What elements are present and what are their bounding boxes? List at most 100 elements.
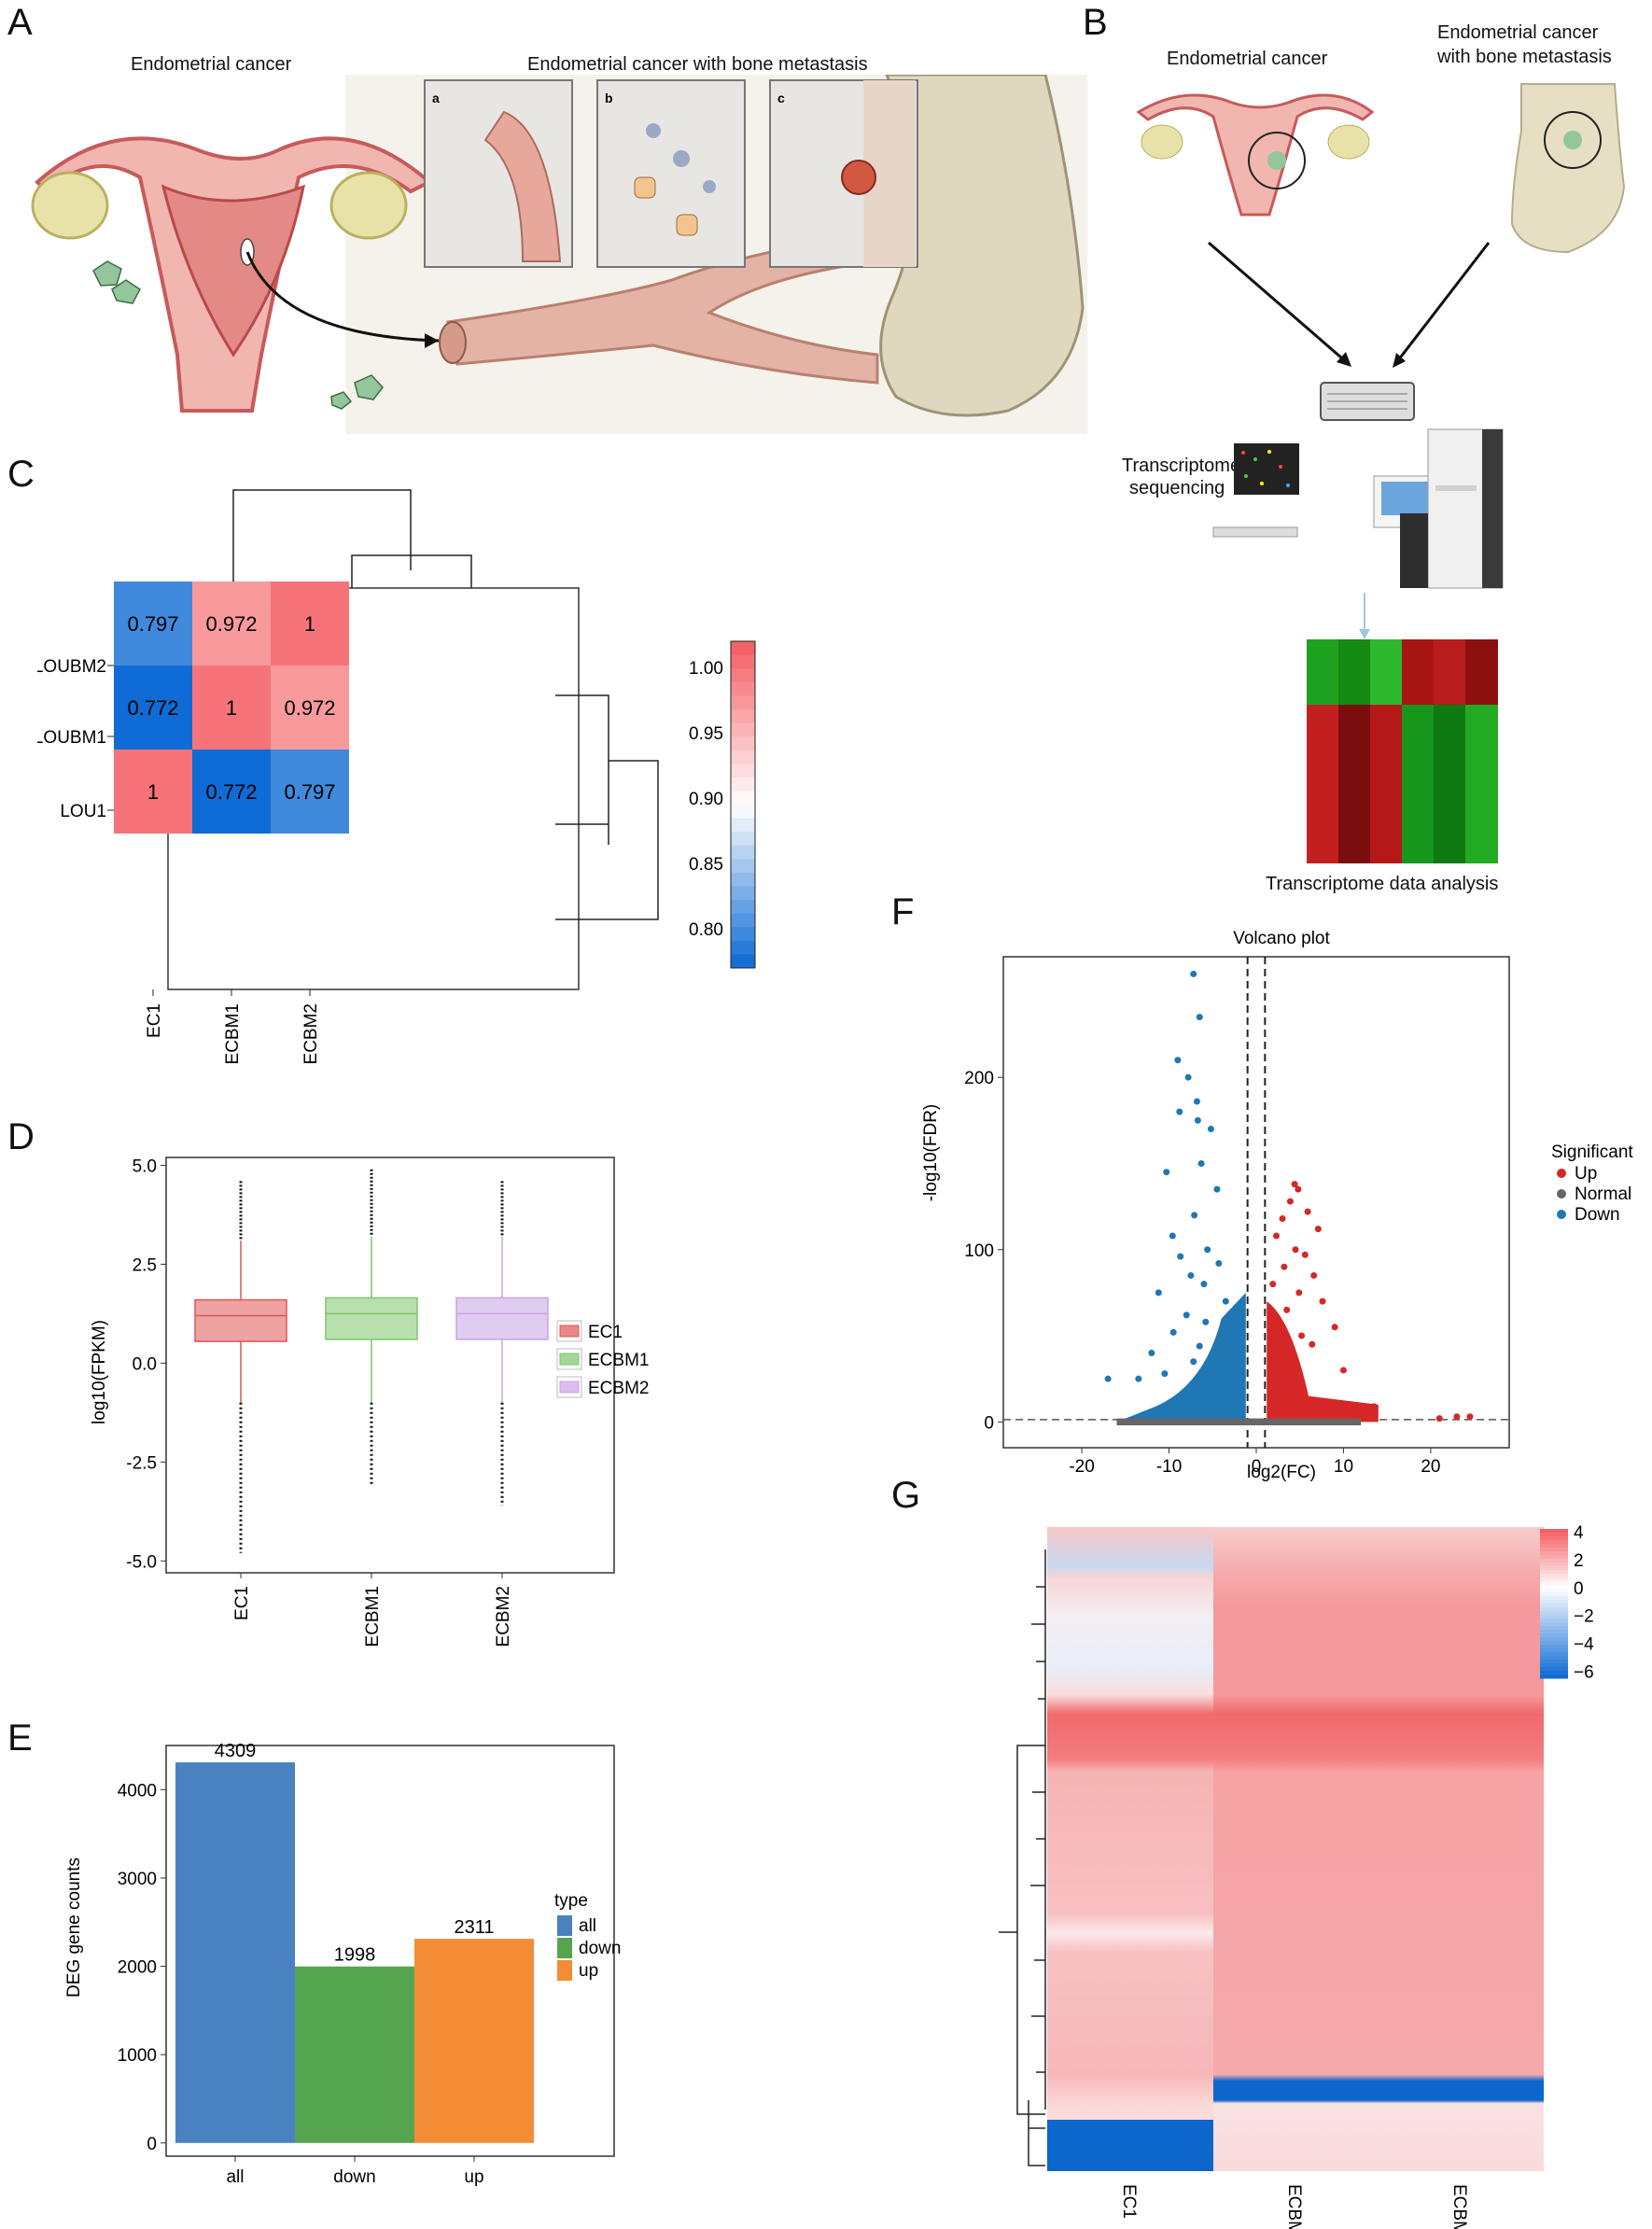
bone-small-icon: [1510, 83, 1626, 254]
x-tick-label: EC1: [232, 1586, 252, 1620]
colorbar-segment: [1540, 1637, 1568, 1642]
panel-letter-f: F: [891, 891, 915, 932]
colorbar-segment: [731, 913, 755, 928]
colorbar-segment: [1540, 1551, 1568, 1556]
x-tick-label: ECBM2: [494, 1586, 513, 1647]
colorbar-segment: [731, 654, 755, 669]
heatmap-col-label: ECBM2: [1449, 2184, 1469, 2229]
up-point: [1292, 1246, 1299, 1254]
panel-b-workflow: [1136, 83, 1626, 863]
heatmap-cell: [271, 750, 349, 834]
down-point: [1176, 1108, 1183, 1115]
colorbar-segment: [1540, 1622, 1568, 1627]
legend-label: Down: [1575, 1205, 1620, 1225]
up-point: [1269, 1281, 1277, 1288]
heatmap-column-ec1: [1047, 1527, 1213, 2171]
up-point: [1281, 1263, 1288, 1270]
panel-e-chart: DEG gene counts 4000 3000 2000 1000 0 4309 al…: [64, 1741, 621, 2187]
heatmap-cell: [192, 666, 271, 750]
colorbar-segment: [1540, 1574, 1568, 1578]
colorbar-tick-label: 0: [1574, 1579, 1584, 1599]
colorbar-segment: [1540, 1544, 1568, 1549]
y-tick-label: 0: [984, 1413, 994, 1433]
panel-b-label-ecbm-1: Endometrial cancer: [1437, 22, 1599, 43]
colorbar-segment: [731, 668, 755, 683]
legend-swatch: [559, 1353, 580, 1366]
y-tick-label: -5.0: [126, 1552, 157, 1572]
heatmap-col-label: ECBM2: [301, 1003, 321, 1064]
panel-b-label-analysis: Transcriptome data analysis: [1266, 874, 1499, 894]
colorbar-tick-label: 0.95: [689, 724, 723, 744]
up-point: [1370, 1403, 1378, 1410]
arrow-ecbm-to-seq: [1393, 242, 1491, 365]
colorbar-segment: [1540, 1592, 1568, 1597]
up-point: [1435, 1415, 1443, 1423]
up-point: [1291, 1181, 1298, 1188]
colorbar-segment: [1540, 1667, 1568, 1672]
colorbar-segment: [1540, 1533, 1568, 1537]
panel-b-label-ecbm-2: with bone metastasis: [1437, 47, 1612, 67]
colorbar-segment: [1540, 1559, 1568, 1563]
y-tick-label: 2.5: [133, 1255, 157, 1275]
colorbar-segment: [1540, 1652, 1568, 1657]
panel-a-label-ecbm: Endometrial cancer with bone metastasis: [527, 54, 868, 75]
x-tick-label: 0: [1252, 1457, 1262, 1477]
sequencer-icon: [1373, 428, 1504, 589]
colorbar-segment: [1540, 1600, 1568, 1605]
down-point: [1204, 1246, 1211, 1254]
down-point: [1215, 1260, 1223, 1268]
axis-ylabel-d: log10(FPKM): [90, 1320, 109, 1424]
colorbar-segment: [1540, 1607, 1568, 1612]
legend-marker: [1557, 1210, 1566, 1219]
box-body: [455, 1297, 549, 1340]
down-point: [1148, 1349, 1155, 1356]
up-points-cluster: [1267, 1301, 1379, 1423]
down-point: [1174, 1057, 1182, 1064]
down-point: [1200, 1281, 1208, 1288]
legend-label: Up: [1575, 1164, 1597, 1184]
colorbar-segment: [731, 845, 755, 860]
heatmap-row-label: LOUBM1: [37, 728, 106, 748]
colorbar-tick-label: −4: [1574, 1635, 1594, 1655]
heatmap-column-ecbm2: [1379, 1527, 1544, 2171]
heatmap-cell-label: 0.772: [205, 780, 257, 804]
box-body: [194, 1298, 287, 1342]
y-tick-label: 200: [964, 1069, 994, 1088]
bar: [175, 1762, 295, 2143]
heatmap-col-label: ECBM1: [223, 1003, 243, 1064]
down-point: [1135, 1375, 1142, 1382]
panel-a-illustration: a b c: [31, 75, 1087, 434]
up-point: [1286, 1198, 1294, 1205]
x-tick-label: -10: [1156, 1457, 1182, 1477]
colorbar-segment: [1540, 1663, 1568, 1668]
down-point: [1183, 1311, 1190, 1319]
panel-b-label-ec: Endometrial cancer: [1167, 49, 1328, 69]
down-point: [1104, 1375, 1112, 1382]
tumor-cell-icon: [92, 260, 384, 410]
colorbar-segment: [1540, 1577, 1568, 1582]
colorbar-segment: [1540, 1660, 1568, 1664]
down-point: [1190, 1358, 1197, 1366]
inset-c-letter: c: [777, 91, 785, 105]
colorbar-segment: [731, 818, 755, 833]
up-point: [1298, 1332, 1306, 1339]
colorbar-segment: [1540, 1675, 1568, 1679]
up-point: [1319, 1297, 1326, 1305]
colorbar-segment: [731, 736, 755, 751]
expression-heatmap-icon: [1307, 639, 1498, 863]
legend-swatch: [559, 1325, 580, 1338]
inset-b: [596, 79, 746, 268]
legend-title: Significant: [1551, 1143, 1633, 1162]
x-tick-label: down: [333, 2167, 375, 2187]
panel-c-chart: 0.797 0.972 1 0.772 1 0.972 1 0.772 0.797 LOUBM2…: [37, 489, 756, 1064]
y-tick-label: 100: [964, 1241, 994, 1261]
down-point: [1161, 1370, 1169, 1378]
colorbar-tick-label: −2: [1574, 1607, 1594, 1627]
x-tick-label: ECBM1: [363, 1586, 383, 1647]
legend-title: type: [554, 1891, 588, 1911]
axis-xlabel-f: log2(FC): [1247, 1463, 1316, 1482]
heatmap-cell: [271, 666, 349, 750]
colorbar-segment: [1540, 1566, 1568, 1571]
colorbar-segment: [731, 954, 755, 969]
colorbar-segment: [1540, 1641, 1568, 1646]
